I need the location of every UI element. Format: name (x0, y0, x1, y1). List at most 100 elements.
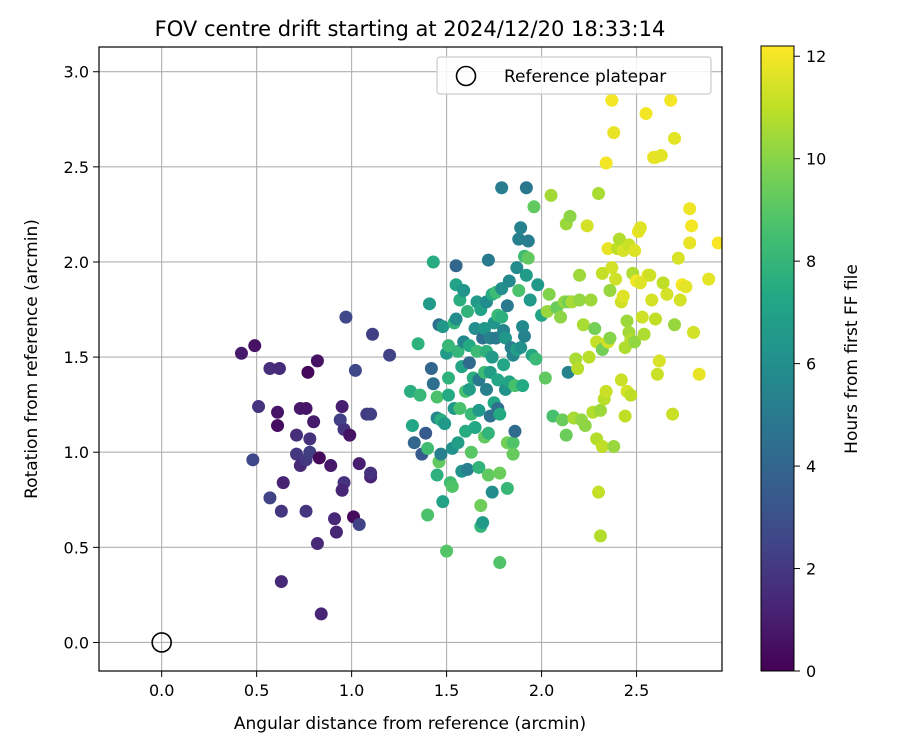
data-point (668, 318, 682, 332)
colorbar-tick-label: 6 (806, 355, 816, 374)
data-point (451, 436, 465, 450)
data-point (580, 219, 594, 233)
data-point (599, 156, 613, 170)
data-point (274, 575, 288, 589)
data-point (299, 504, 313, 518)
data-point (472, 403, 486, 417)
x-tick-label: 2.0 (529, 681, 554, 700)
data-point (307, 415, 321, 429)
colorbar-tick-label: 4 (806, 457, 816, 476)
data-point (571, 362, 585, 376)
data-point (441, 339, 455, 353)
data-point (573, 268, 587, 282)
data-point (614, 373, 628, 387)
data-point (498, 331, 512, 345)
data-point (650, 367, 664, 381)
data-point (462, 356, 476, 370)
data-point (430, 390, 444, 404)
data-point (328, 512, 342, 526)
data-point (310, 537, 324, 551)
data-point (628, 335, 642, 349)
data-point (413, 388, 427, 402)
y-tick-label: 0.0 (64, 633, 89, 652)
colorbar-ticks: 0 2 4 6 8 10 12 (794, 47, 826, 681)
data-point (527, 200, 541, 214)
data-point (426, 255, 440, 269)
data-point (683, 202, 697, 216)
data-point (521, 234, 535, 248)
data-point (637, 327, 651, 341)
data-point (683, 236, 697, 250)
data-point (578, 419, 592, 433)
data-point (329, 525, 343, 539)
data-point (434, 447, 448, 461)
data-point (656, 276, 670, 290)
data-point (605, 261, 619, 275)
y-axis-ticks: 0.0 0.5 1.0 1.5 2.0 2.5 3.0 (64, 63, 99, 652)
data-point (603, 284, 617, 298)
data-point (506, 447, 520, 461)
x-tick-label: 1.0 (339, 681, 364, 700)
data-point (481, 253, 495, 267)
data-point (502, 274, 516, 288)
data-point (685, 219, 699, 233)
data-point (609, 272, 623, 286)
y-tick-label: 2.5 (64, 158, 89, 177)
data-point (445, 479, 459, 493)
colorbar-label: Hours from first FF file (842, 264, 862, 454)
data-point (576, 318, 590, 332)
data-point (441, 371, 455, 385)
data-point (424, 362, 438, 376)
grid-lines (99, 47, 722, 671)
data-point (478, 322, 492, 336)
legend-box (436, 56, 712, 95)
data-point (430, 468, 444, 482)
data-point (272, 362, 286, 376)
data-point (364, 466, 378, 480)
y-axis-label: Rotation from reference (arcmin) (22, 219, 42, 499)
data-point (449, 259, 463, 273)
data-point (252, 400, 266, 414)
data-point (383, 348, 397, 362)
colorbar-tick-label: 2 (806, 560, 816, 579)
data-point (593, 529, 607, 543)
data-point (652, 354, 666, 368)
y-tick-label: 1.0 (64, 443, 89, 462)
data-point (523, 293, 537, 307)
x-tick-label: 0.5 (244, 681, 269, 700)
data-point (679, 280, 693, 294)
data-point (554, 310, 568, 324)
data-point (508, 424, 522, 438)
data-point (624, 388, 638, 402)
data-point (453, 401, 467, 415)
data-point (263, 362, 277, 376)
data-point (516, 379, 530, 393)
data-point (421, 508, 435, 522)
data-point (531, 278, 545, 292)
data-point (628, 244, 642, 258)
data-point (234, 346, 248, 360)
data-point (364, 407, 378, 421)
data-point (405, 419, 419, 433)
data-point (592, 485, 606, 499)
data-point (407, 436, 421, 450)
data-point (481, 468, 495, 482)
colorbar: 0 2 4 6 8 10 12 Hours from first FF file (760, 45, 862, 681)
data-point (702, 272, 716, 286)
data-point (481, 426, 495, 440)
colorbar-tick-label: 0 (806, 662, 816, 681)
data-point (451, 344, 465, 358)
data-point (599, 384, 613, 398)
data-point (335, 483, 349, 497)
data-point (616, 289, 630, 303)
data-point (485, 485, 499, 499)
data-points (234, 93, 722, 621)
data-point (440, 544, 454, 558)
data-point (472, 460, 486, 474)
data-point (299, 401, 313, 415)
data-point (649, 312, 663, 326)
colorbar-tick-label: 10 (806, 150, 826, 169)
data-point (510, 261, 524, 275)
data-point (460, 462, 474, 476)
data-point (521, 251, 535, 265)
